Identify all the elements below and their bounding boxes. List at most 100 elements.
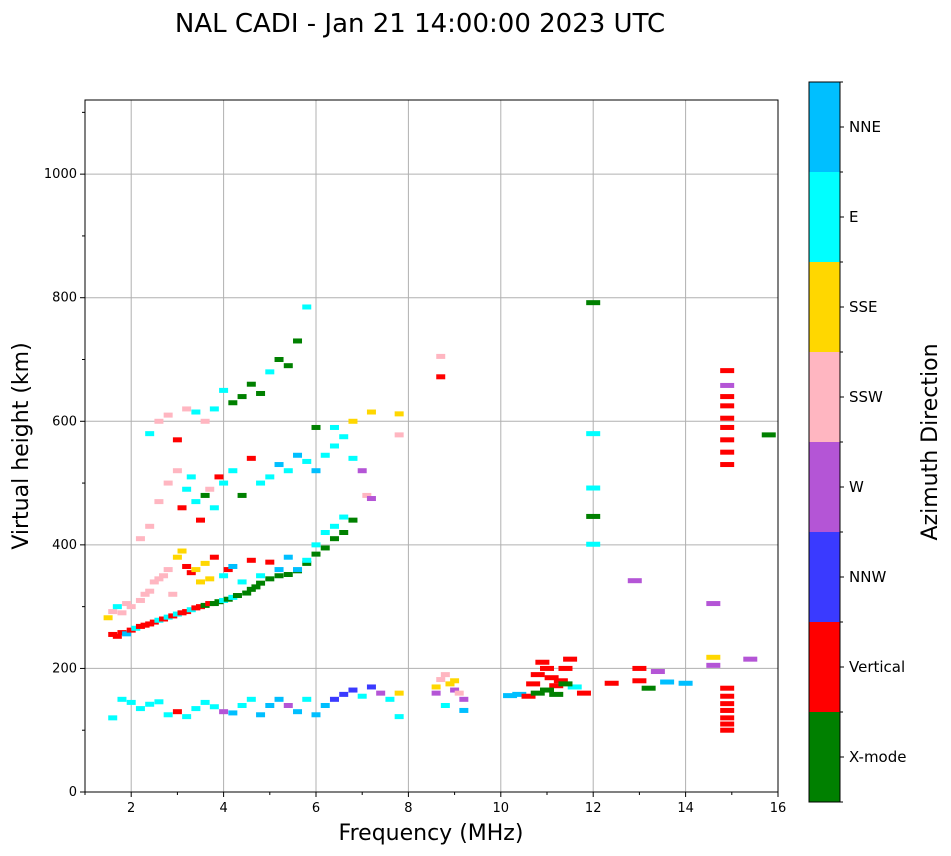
data-point <box>720 394 735 400</box>
data-point <box>567 684 582 690</box>
data-point <box>366 409 376 415</box>
data-point <box>357 468 367 474</box>
data-point <box>246 455 256 461</box>
data-point <box>394 432 404 438</box>
data-point <box>265 703 275 708</box>
data-point <box>650 669 665 675</box>
data-point <box>246 586 256 592</box>
data-point <box>329 536 339 542</box>
data-points <box>103 300 776 733</box>
data-point <box>145 523 155 529</box>
data-point <box>348 418 358 424</box>
data-point <box>385 696 395 702</box>
data-point <box>283 468 293 474</box>
data-point <box>394 411 404 417</box>
x-axis-ticks: 2 4 6 8 10 12 14 16 <box>84 792 787 816</box>
data-point <box>706 662 721 668</box>
data-point <box>103 615 113 621</box>
data-point <box>329 443 339 449</box>
data-point <box>168 591 178 597</box>
data-point <box>237 394 247 400</box>
data-point <box>329 424 339 430</box>
data-point <box>586 513 601 519</box>
data-point <box>339 434 349 440</box>
data-point <box>237 579 247 585</box>
data-point <box>256 580 266 586</box>
data-point <box>274 567 284 573</box>
plot-area: 2 4 6 8 10 12 14 16 0 200 400 600 800 1000 <box>44 99 787 816</box>
data-point <box>549 691 564 697</box>
data-point <box>274 357 284 362</box>
data-point <box>521 693 536 699</box>
data-point <box>576 690 591 696</box>
data-point <box>200 492 210 498</box>
data-point <box>256 390 266 396</box>
data-point <box>214 474 224 480</box>
data-point <box>632 665 647 671</box>
data-point <box>274 696 284 702</box>
data-point <box>172 437 182 443</box>
data-point <box>186 474 196 480</box>
data-point <box>293 567 303 573</box>
data-point <box>172 554 182 560</box>
data-point <box>362 492 372 498</box>
data-point <box>177 505 187 511</box>
data-point <box>135 536 145 542</box>
data-point <box>283 363 293 369</box>
data-point <box>228 563 238 569</box>
data-point <box>348 517 358 523</box>
data-point <box>154 617 164 623</box>
data-point <box>182 406 192 412</box>
data-point <box>228 594 238 600</box>
data-point <box>329 696 339 702</box>
data-point <box>182 609 192 615</box>
data-point <box>145 621 155 627</box>
data-point <box>431 690 441 696</box>
data-point <box>720 685 735 691</box>
x-tick-label: 16 <box>770 801 787 816</box>
y-tick-label: 200 <box>52 661 77 676</box>
colorbar-label: X-mode <box>849 748 906 766</box>
colorbar-label: NNW <box>849 568 886 586</box>
data-point <box>293 709 303 715</box>
data-point <box>219 387 229 393</box>
x-tick-label: 4 <box>219 801 227 816</box>
data-point <box>302 304 312 310</box>
data-point <box>200 699 210 705</box>
data-point <box>159 573 169 579</box>
data-point <box>549 683 564 689</box>
data-point <box>172 709 182 715</box>
data-point <box>135 623 145 629</box>
colorbar-label: E <box>849 208 858 226</box>
colorbar-title: Azimuth Direction <box>918 343 943 540</box>
y-tick-label: 1000 <box>44 167 77 182</box>
data-point <box>209 554 219 560</box>
data-point <box>436 353 446 359</box>
colorbar-segment <box>809 262 840 352</box>
data-point <box>209 704 219 710</box>
data-point <box>223 596 233 602</box>
data-point <box>366 684 376 690</box>
data-point <box>246 381 256 387</box>
data-point <box>177 548 187 554</box>
data-point <box>214 599 224 605</box>
data-point <box>450 687 460 693</box>
colorbar-segment <box>809 442 840 532</box>
x-axis-label: Frequency (MHz) <box>339 821 524 846</box>
data-point <box>265 369 275 375</box>
data-point <box>348 455 358 461</box>
data-point <box>182 563 192 569</box>
data-point <box>117 630 127 636</box>
data-point <box>191 409 201 415</box>
data-point <box>172 611 182 617</box>
data-point <box>205 486 215 492</box>
data-point <box>163 412 173 418</box>
x-tick-label: 10 <box>493 801 510 816</box>
data-point <box>283 572 293 578</box>
data-point <box>357 693 367 699</box>
colorbar-segment <box>809 532 840 622</box>
data-point <box>154 699 164 705</box>
colorbar-segment <box>809 712 840 802</box>
data-point <box>440 703 450 708</box>
